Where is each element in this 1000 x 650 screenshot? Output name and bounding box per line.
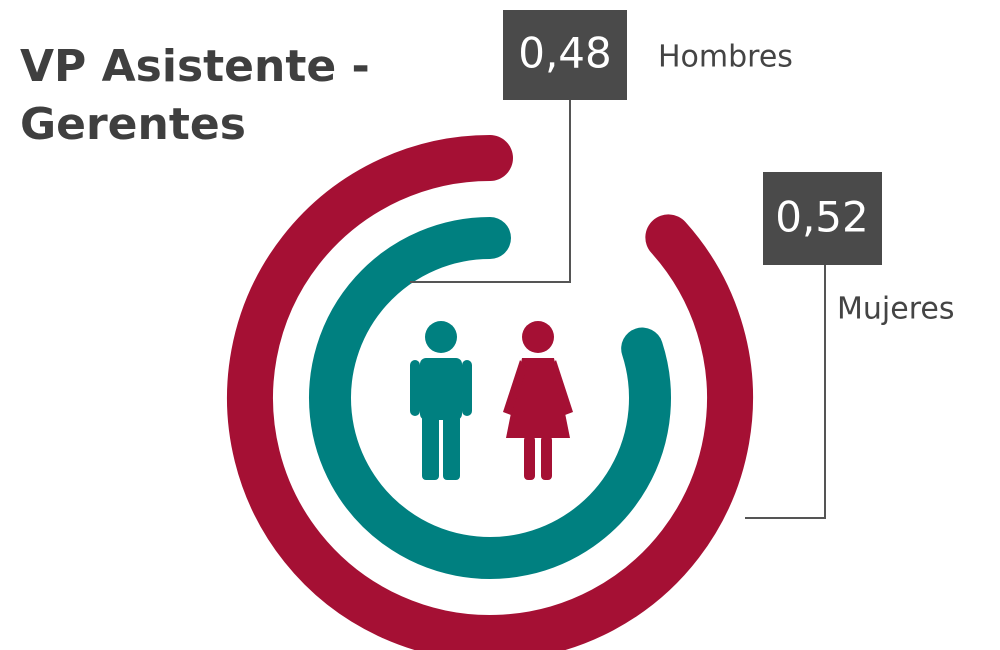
series-name: Mujeres bbox=[837, 292, 954, 327]
man-icon bbox=[410, 321, 472, 480]
series-name: Hombres bbox=[658, 40, 793, 75]
radial-bar bbox=[227, 135, 753, 650]
label-box bbox=[503, 10, 627, 100]
value-label: 0,52 bbox=[775, 193, 869, 242]
radial-bar bbox=[309, 217, 671, 579]
leader-line bbox=[745, 265, 826, 519]
woman-icon bbox=[503, 321, 573, 480]
label-box bbox=[763, 172, 882, 265]
value-label: 0,48 bbox=[518, 29, 612, 78]
chart-title: VP Asistente - Gerentes bbox=[20, 41, 370, 150]
leader-line bbox=[410, 100, 571, 283]
